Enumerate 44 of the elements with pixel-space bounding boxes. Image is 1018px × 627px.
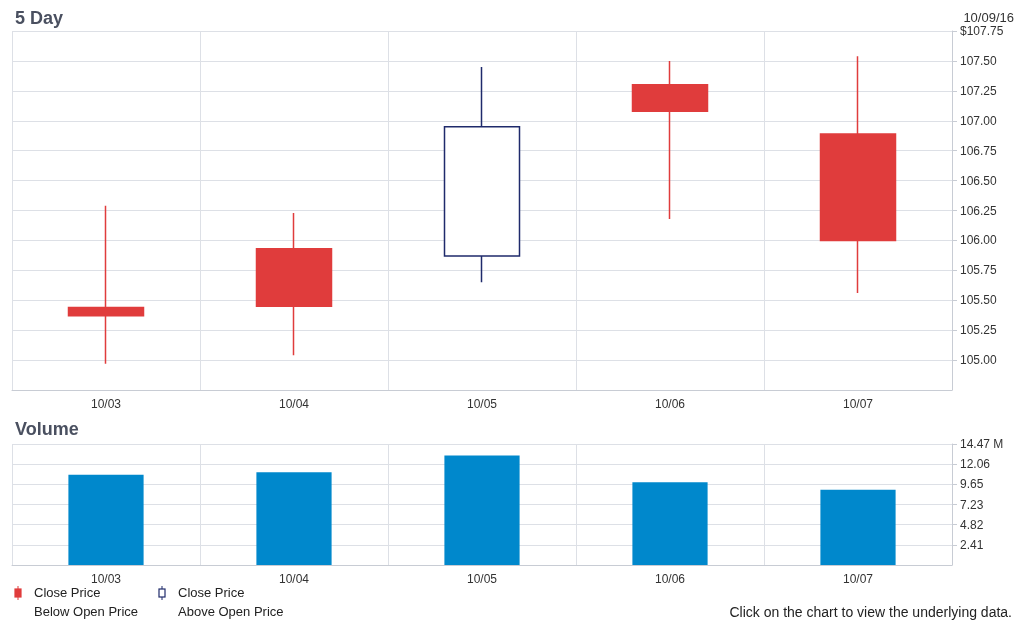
y-tick-label: 4.82: [960, 517, 984, 532]
x-tick-label: 10/05: [466, 572, 498, 586]
y-tick-label: 9.65: [960, 477, 984, 492]
text: Click on the chart to view the underlying data.: [729, 603, 1012, 622]
y-tick-label: $107.75: [960, 24, 1004, 38]
y-tick-label: 105.75: [960, 263, 998, 278]
y-tick-label: 106.00: [960, 233, 998, 248]
bar: [820, 489, 896, 565]
candlestick: [819, 55, 897, 294]
y-tick-label: 107.50: [960, 53, 998, 68]
bar: [444, 455, 520, 565]
y-tick-label: 7.23: [960, 497, 984, 512]
chart-title: Volume: [15, 419, 79, 439]
candlestick: [255, 212, 333, 357]
bar: [68, 474, 144, 565]
text: 10/09/16: [963, 9, 1014, 26]
y-tick-label: 106.25: [960, 203, 998, 218]
y-tick-label: 106.50: [960, 173, 998, 188]
x-tick-label: 10/06: [654, 397, 686, 411]
y-tick-label: 12.06: [960, 457, 991, 472]
x-tick-label: 10/04: [278, 572, 310, 586]
x-tick-label: 10/07: [842, 397, 874, 411]
text: Close Price Above Open Price: [178, 585, 284, 619]
x-tick-label: 10/05: [466, 397, 498, 411]
y-tick-label: 105.00: [960, 353, 998, 368]
bar: [256, 472, 332, 565]
text: Close Price Below Open Price: [34, 584, 139, 621]
x-tick-label: 10/06: [654, 572, 686, 586]
y-tick-label: 105.50: [960, 293, 998, 308]
y-tick-label: 14.47 M: [960, 437, 1004, 451]
y-tick-label: 106.75: [960, 143, 998, 158]
x-tick-label: 10/03: [90, 397, 122, 411]
y-tick-label: 107.00: [960, 113, 998, 128]
candlestick: [443, 66, 521, 284]
candlestick: [631, 60, 709, 220]
x-tick-label: 10/03: [90, 572, 122, 586]
x-tick-label: 10/04: [278, 397, 310, 411]
y-tick-label: 107.25: [960, 83, 998, 98]
y-tick-label: 105.25: [960, 323, 998, 338]
candlestick: [67, 204, 145, 365]
bar: [632, 482, 708, 565]
chart-title: 5 Day: [15, 8, 64, 28]
x-tick-label: 10/07: [842, 572, 874, 586]
y-tick-label: 2.41: [960, 537, 984, 552]
